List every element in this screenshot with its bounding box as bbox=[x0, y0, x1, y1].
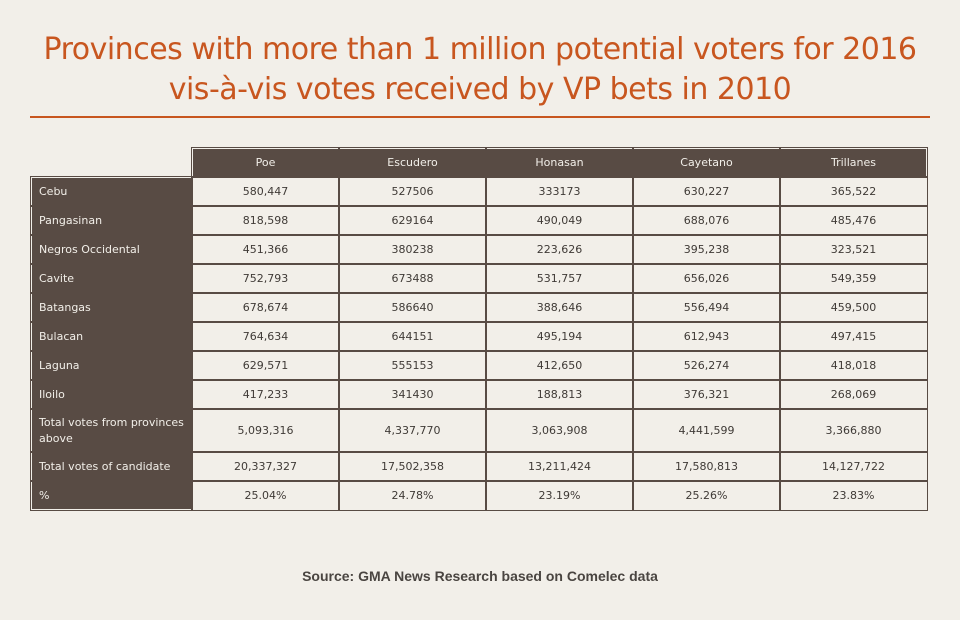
table-cell: 388,646 bbox=[485, 292, 634, 323]
table-cell: 25.26% bbox=[632, 480, 781, 511]
table-cell: 223,626 bbox=[485, 234, 634, 265]
row-label: Total votes of candidate bbox=[30, 451, 193, 482]
row-label: Total votes from provinces above bbox=[30, 408, 193, 453]
row-label: Pangasinan bbox=[30, 205, 193, 236]
table-cell: 268,069 bbox=[779, 379, 928, 410]
table-cell: 451,366 bbox=[191, 234, 340, 265]
table-cell: 418,018 bbox=[779, 350, 928, 381]
table-cell: 549,359 bbox=[779, 263, 928, 294]
table-cell: 323,521 bbox=[779, 234, 928, 265]
table-cell: 630,227 bbox=[632, 176, 781, 207]
table-row: Total votes of candidate 20,337,327 17,502… bbox=[30, 451, 928, 482]
title-line-1: Provinces with more than 1 million poten… bbox=[43, 32, 918, 67]
table-cell: 4,441,599 bbox=[632, 408, 781, 453]
table-cell: 673488 bbox=[338, 263, 487, 294]
column-header: Honasan bbox=[485, 147, 634, 178]
table-cell: 20,337,327 bbox=[191, 451, 340, 482]
page-title: Provinces with more than 1 million poten… bbox=[0, 30, 960, 110]
title-divider bbox=[30, 116, 930, 118]
table-cell: 25.04% bbox=[191, 480, 340, 511]
row-label: Batangas bbox=[30, 292, 193, 323]
table-row: Laguna 629,571 555153 412,650 526,274 418,018 bbox=[30, 350, 928, 381]
table-cell: 556,494 bbox=[632, 292, 781, 323]
title-line-2: vis-à-vis votes received by VP bets in 2… bbox=[168, 72, 792, 107]
table-cell: 24.78% bbox=[338, 480, 487, 511]
table-row: Cavite 752,793 673488 531,757 656,026 549,359 bbox=[30, 263, 928, 294]
row-label: Iloilo bbox=[30, 379, 193, 410]
row-label: % bbox=[30, 480, 193, 511]
table-row: Negros Occidental 451,366 380238 223,626 395… bbox=[30, 234, 928, 265]
table-cell: 495,194 bbox=[485, 321, 634, 352]
table-cell: 188,813 bbox=[485, 379, 634, 410]
table-cell: 459,500 bbox=[779, 292, 928, 323]
column-header: Escudero bbox=[338, 147, 487, 178]
table-cell: 23.19% bbox=[485, 480, 634, 511]
table-row: Bulacan 764,634 644151 495,194 612,943 497,41… bbox=[30, 321, 928, 352]
votes-table: Poe Escudero Honasan Cayetano Trillanes … bbox=[30, 147, 928, 511]
table-cell: 764,634 bbox=[191, 321, 340, 352]
table-cell: 3,366,880 bbox=[779, 408, 928, 453]
table-row: Batangas 678,674 586640 388,646 556,494 459,5… bbox=[30, 292, 928, 323]
table-cell: 527506 bbox=[338, 176, 487, 207]
column-header: Trillanes bbox=[779, 147, 928, 178]
table-row: Total votes from provinces above 5,093,31… bbox=[30, 408, 928, 453]
table-cell: 555153 bbox=[338, 350, 487, 381]
table-cell: 752,793 bbox=[191, 263, 340, 294]
table-cell: 333173 bbox=[485, 176, 634, 207]
table-cell: 526,274 bbox=[632, 350, 781, 381]
table-row: Pangasinan 818,598 629164 490,049 688,076 485… bbox=[30, 205, 928, 236]
table-cell: 412,650 bbox=[485, 350, 634, 381]
table-row: Cebu 580,447 527506 333173 630,227 365,522 bbox=[30, 176, 928, 207]
table-cell: 17,580,813 bbox=[632, 451, 781, 482]
table-cell: 629164 bbox=[338, 205, 487, 236]
table-cell: 4,337,770 bbox=[338, 408, 487, 453]
row-label: Laguna bbox=[30, 350, 193, 381]
table-cell: 678,674 bbox=[191, 292, 340, 323]
table-cell: 580,447 bbox=[191, 176, 340, 207]
source-note: Source: GMA News Research based on Comel… bbox=[302, 568, 658, 584]
column-header: Poe bbox=[191, 147, 340, 178]
table-header-row: Poe Escudero Honasan Cayetano Trillanes bbox=[32, 147, 928, 178]
table-cell: 497,415 bbox=[779, 321, 928, 352]
table-cell: 586640 bbox=[338, 292, 487, 323]
table-cell: 612,943 bbox=[632, 321, 781, 352]
table-cell: 5,093,316 bbox=[191, 408, 340, 453]
table-row: % 25.04% 24.78% 23.19% 25.26% 23.83% bbox=[30, 480, 928, 511]
table-cell: 17,502,358 bbox=[338, 451, 487, 482]
table-cell: 13,211,424 bbox=[485, 451, 634, 482]
table-cell: 531,757 bbox=[485, 263, 634, 294]
table-cell: 688,076 bbox=[632, 205, 781, 236]
table-cell: 818,598 bbox=[191, 205, 340, 236]
row-label: Bulacan bbox=[30, 321, 193, 352]
table-cell: 490,049 bbox=[485, 205, 634, 236]
table-cell: 485,476 bbox=[779, 205, 928, 236]
table-cell: 629,571 bbox=[191, 350, 340, 381]
table-cell: 341430 bbox=[338, 379, 487, 410]
table-cell: 644151 bbox=[338, 321, 487, 352]
row-label: Negros Occidental bbox=[30, 234, 193, 265]
column-header: Cayetano bbox=[632, 147, 781, 178]
table-cell: 365,522 bbox=[779, 176, 928, 207]
corner-cell bbox=[32, 149, 191, 176]
table-cell: 395,238 bbox=[632, 234, 781, 265]
table-cell: 3,063,908 bbox=[485, 408, 634, 453]
table-cell: 380238 bbox=[338, 234, 487, 265]
table-cell: 14,127,722 bbox=[779, 451, 928, 482]
table-cell: 656,026 bbox=[632, 263, 781, 294]
table-cell: 417,233 bbox=[191, 379, 340, 410]
row-label: Cavite bbox=[30, 263, 193, 294]
table-row: Iloilo 417,233 341430 188,813 376,321 268,069 bbox=[30, 379, 928, 410]
table-cell: 376,321 bbox=[632, 379, 781, 410]
row-label: Cebu bbox=[30, 176, 193, 207]
table-cell: 23.83% bbox=[779, 480, 928, 511]
